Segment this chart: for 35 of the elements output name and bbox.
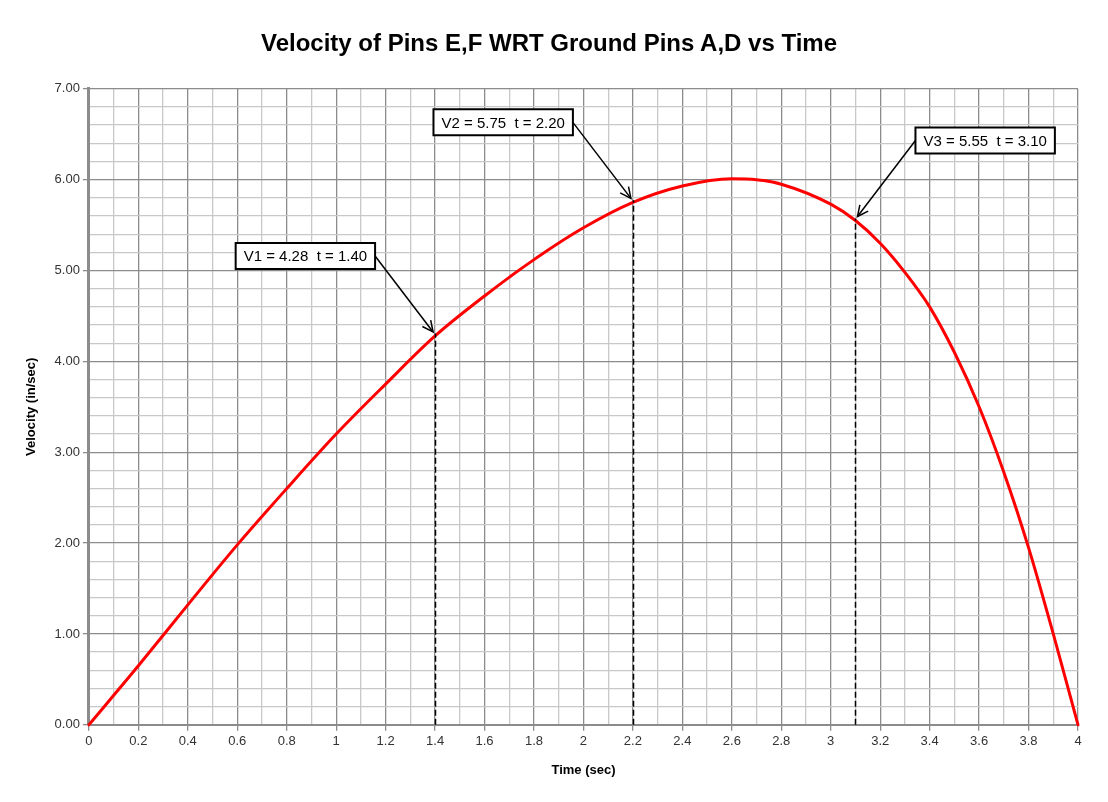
y-tick-label: 0.00 bbox=[54, 716, 80, 732]
x-tick-label: 0.4 bbox=[178, 733, 197, 749]
x-tick-label: 2.4 bbox=[673, 733, 692, 749]
y-axis-title: Velocity (in/sec) bbox=[23, 357, 39, 456]
y-tick-label: 4.00 bbox=[54, 352, 80, 368]
x-tick-label: 0.8 bbox=[277, 733, 296, 749]
x-axis-title: Time (sec) bbox=[551, 761, 616, 777]
x-tick-label: 3 bbox=[827, 733, 835, 749]
annotation: V3 = 5.55 t = 3.10 bbox=[923, 131, 1047, 149]
x-tick-label: 3.4 bbox=[920, 733, 939, 749]
x-tick-label: 1.8 bbox=[524, 733, 544, 749]
x-tick-label: 0.6 bbox=[228, 733, 247, 749]
x-tick-label: 4 bbox=[1074, 733, 1082, 749]
y-tick-label: 1.00 bbox=[54, 625, 80, 641]
y-tick-label: 3.00 bbox=[54, 443, 80, 459]
x-tick-label: 1 bbox=[332, 733, 340, 749]
x-tick-label: 2.6 bbox=[722, 733, 741, 749]
x-tick-label: 3.6 bbox=[970, 733, 989, 749]
x-tick-label: 2.2 bbox=[623, 733, 642, 749]
x-tick-label: 1.4 bbox=[426, 733, 445, 749]
annotation: V1 = 4.28 t = 1.40 bbox=[243, 247, 368, 265]
x-tick-label: 3.2 bbox=[871, 733, 890, 749]
x-tick-label: 3.8 bbox=[1019, 733, 1038, 749]
y-tick-label: 6.00 bbox=[54, 171, 80, 187]
y-tick-label: 5.00 bbox=[54, 262, 80, 278]
x-tick-label: 1.6 bbox=[475, 733, 494, 749]
y-tick-label: 2.00 bbox=[54, 534, 80, 550]
x-tick-label: 2.8 bbox=[772, 733, 791, 749]
x-tick-label: 2 bbox=[579, 733, 588, 749]
x-tick-label: 1.2 bbox=[376, 733, 395, 749]
annotation: V2 = 5.75 t = 2.20 bbox=[441, 113, 565, 131]
x-tick-label: 0.2 bbox=[129, 733, 148, 749]
y-tick-label: 7.00 bbox=[54, 80, 80, 96]
chart-title: Velocity of Pins E,F WRT Ground Pins A,D vs Time bbox=[260, 29, 838, 57]
x-tick-label: 0 bbox=[85, 733, 93, 749]
